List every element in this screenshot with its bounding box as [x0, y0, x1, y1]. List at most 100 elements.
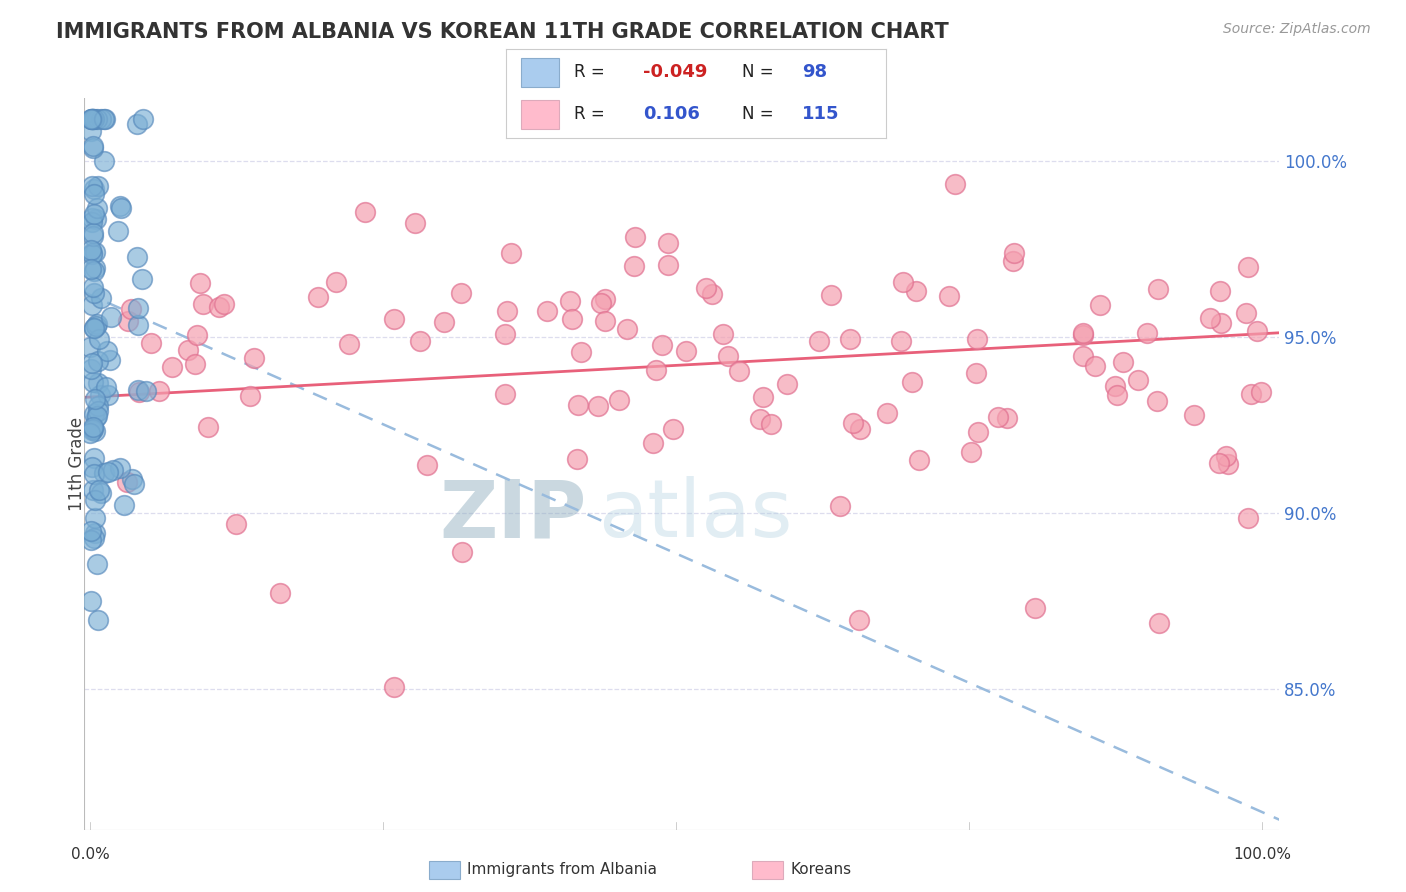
- Point: [501, 246, 523, 260]
- Point: [588, 399, 610, 413]
- Point: [967, 425, 990, 440]
- Point: [97, 388, 120, 402]
- Point: [80, 112, 103, 127]
- Point: [1002, 246, 1025, 260]
- Point: [83, 392, 105, 407]
- Point: [112, 498, 135, 512]
- Point: [1146, 393, 1168, 408]
- Point: [80, 262, 103, 277]
- Point: [82, 112, 104, 127]
- Point: [849, 421, 872, 435]
- Point: [616, 321, 638, 335]
- Point: [79, 425, 101, 440]
- Point: [122, 476, 145, 491]
- Point: [121, 472, 143, 486]
- Text: atlas: atlas: [599, 476, 793, 554]
- Point: [820, 288, 842, 302]
- Point: [84, 511, 107, 525]
- Point: [1236, 260, 1258, 275]
- Point: [591, 296, 613, 310]
- Point: [1105, 388, 1128, 402]
- Point: [87, 354, 110, 368]
- Point: [1216, 458, 1239, 472]
- Point: [702, 287, 724, 301]
- FancyBboxPatch shape: [522, 58, 560, 87]
- Point: [662, 422, 685, 436]
- Point: [80, 178, 103, 193]
- Point: [82, 298, 104, 312]
- Point: [86, 319, 108, 334]
- Point: [93, 466, 115, 480]
- Point: [838, 332, 860, 346]
- Point: [83, 408, 105, 422]
- Point: [561, 312, 583, 326]
- Point: [87, 483, 110, 498]
- Point: [208, 300, 231, 314]
- Point: [607, 392, 630, 407]
- Point: [82, 460, 104, 475]
- Point: [93, 112, 115, 127]
- Point: [82, 112, 104, 127]
- Point: [711, 326, 734, 341]
- Point: [558, 293, 581, 308]
- Point: [94, 112, 117, 127]
- Point: [82, 112, 104, 127]
- Point: [1136, 326, 1159, 340]
- Point: [657, 258, 679, 272]
- Point: [82, 141, 104, 155]
- Point: [1208, 285, 1230, 299]
- Point: [650, 337, 672, 351]
- Point: [83, 285, 105, 300]
- Point: [101, 463, 124, 477]
- Point: [1084, 359, 1107, 374]
- Text: IMMIGRANTS FROM ALBANIA VS KOREAN 11TH GRADE CORRELATION CHART: IMMIGRANTS FROM ALBANIA VS KOREAN 11TH G…: [56, 22, 949, 42]
- Point: [225, 517, 247, 532]
- Point: [82, 376, 104, 390]
- Point: [808, 334, 831, 349]
- Point: [494, 326, 516, 341]
- Text: 0.106: 0.106: [643, 105, 700, 123]
- Point: [127, 250, 149, 264]
- Point: [1071, 327, 1094, 342]
- Point: [243, 351, 266, 365]
- Point: [82, 112, 104, 127]
- Point: [876, 406, 898, 420]
- Point: [160, 360, 183, 375]
- Point: [135, 384, 157, 398]
- Point: [717, 350, 740, 364]
- Point: [108, 199, 131, 213]
- Point: [132, 112, 155, 127]
- Point: [536, 304, 558, 318]
- Point: [965, 366, 987, 380]
- Point: [1001, 253, 1024, 268]
- Point: [80, 244, 103, 258]
- Point: [100, 310, 122, 324]
- Text: R =: R =: [575, 63, 605, 81]
- Text: N =: N =: [741, 63, 773, 81]
- Text: Koreans: Koreans: [790, 863, 851, 877]
- Point: [905, 285, 928, 299]
- Point: [83, 187, 105, 202]
- Point: [567, 452, 589, 467]
- Point: [90, 291, 112, 305]
- Point: [79, 524, 101, 538]
- Point: [141, 336, 163, 351]
- Point: [891, 275, 914, 289]
- Point: [83, 320, 105, 334]
- Point: [186, 328, 208, 343]
- Point: [695, 281, 717, 295]
- Point: [1234, 306, 1257, 320]
- Point: [643, 435, 665, 450]
- Point: [82, 247, 104, 261]
- Point: [675, 343, 697, 358]
- Point: [959, 445, 981, 459]
- Point: [89, 388, 111, 402]
- Point: [842, 416, 865, 430]
- Point: [82, 280, 104, 294]
- Point: [87, 399, 110, 413]
- Point: [87, 404, 110, 418]
- Point: [657, 236, 679, 251]
- Point: [125, 117, 148, 131]
- Point: [1128, 373, 1150, 387]
- Point: [1237, 511, 1260, 525]
